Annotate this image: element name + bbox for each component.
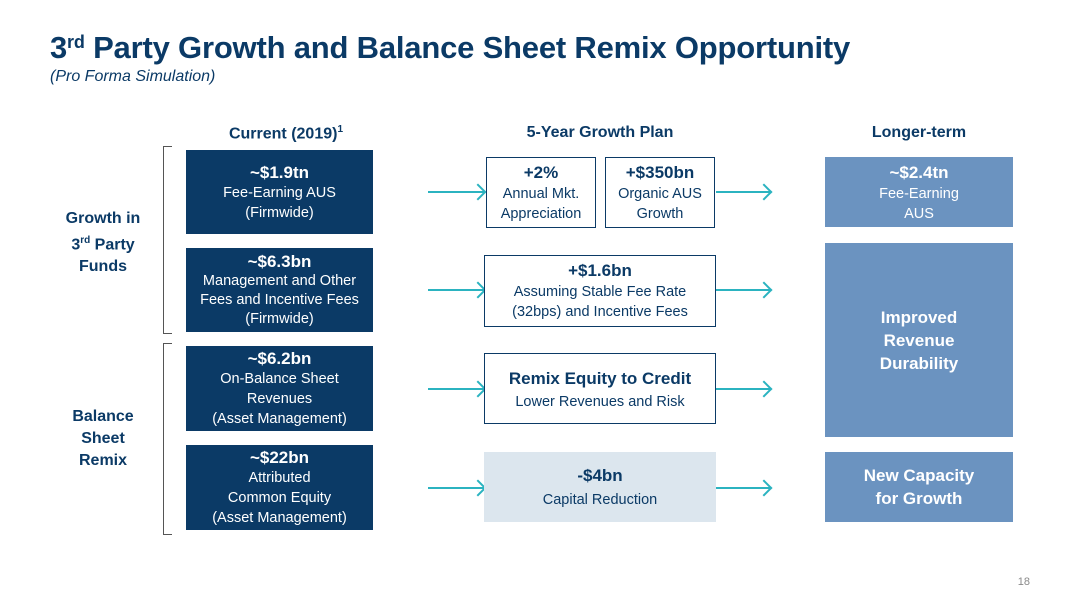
side-label-remix: Balance Sheet Remix bbox=[72, 408, 134, 469]
plan-box-organic-growth: +$350bn Organic AUS Growth bbox=[605, 157, 715, 228]
plan-box-remix-equity: Remix Equity to Credit Lower Revenues an… bbox=[484, 353, 716, 424]
arrow-row2-right bbox=[716, 281, 773, 299]
plan-box-fee-growth: +$1.6bn Assuming Stable Fee Rate (32bps)… bbox=[484, 255, 716, 327]
page-subtitle: (Pro Forma Simulation) bbox=[50, 68, 216, 85]
current-box-fee-earning-aus: ~$1.9tn Fee-Earning AUS (Firmwide) bbox=[186, 150, 373, 234]
bracket-remix bbox=[163, 343, 172, 535]
column-header-plan: 5-Year Growth Plan bbox=[526, 124, 674, 141]
side-label-growth: Growth in 3rd Party Funds bbox=[65, 210, 141, 276]
arrow-row1-left bbox=[428, 183, 487, 201]
arrow-row4-right bbox=[716, 479, 773, 497]
column-header-longer: Longer-term bbox=[871, 124, 967, 141]
longer-box-durability: Improved Revenue Durability bbox=[825, 243, 1013, 437]
arrow-row4-left bbox=[428, 479, 487, 497]
page-title: 3rd Party Growth and Balance Sheet Remix… bbox=[50, 30, 851, 65]
current-box-fees: ~$6.3bn Management and Other Fees and In… bbox=[186, 248, 373, 332]
plan-box-capital-reduction: -$4bn Capital Reduction bbox=[484, 452, 716, 522]
plan-box-market-appreciation: +2% Annual Mkt. Appreciation bbox=[486, 157, 596, 228]
arrow-row3-left bbox=[428, 380, 487, 398]
arrow-row1-right bbox=[716, 183, 773, 201]
arrow-row2-left bbox=[428, 281, 487, 299]
current-box-on-balance-sheet: ~$6.2bn On-Balance Sheet Revenues (Asset… bbox=[186, 346, 373, 431]
bracket-growth bbox=[163, 146, 172, 334]
current-box-common-equity: ~$22bn Attributed Common Equity (Asset M… bbox=[186, 445, 373, 530]
page-number: 18 bbox=[1017, 576, 1030, 588]
longer-box-aus: ~$2.4tn Fee-Earning AUS bbox=[825, 157, 1013, 227]
longer-box-capacity: New Capacity for Growth bbox=[825, 452, 1013, 522]
arrow-row3-right bbox=[716, 380, 773, 398]
column-header-current: Current (2019)1 bbox=[228, 124, 344, 143]
